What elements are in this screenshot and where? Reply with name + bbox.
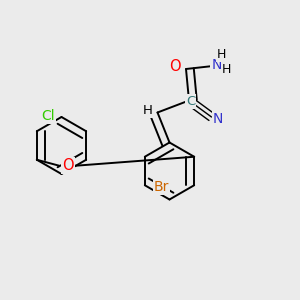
Text: N: N [213, 112, 223, 126]
Text: Cl: Cl [41, 109, 55, 122]
Text: O: O [169, 59, 180, 74]
Text: N: N [212, 58, 222, 72]
Text: C: C [186, 95, 195, 108]
Text: Br: Br [154, 180, 169, 194]
Text: H: H [217, 48, 226, 61]
Text: H: H [143, 103, 153, 117]
Text: H: H [222, 63, 231, 76]
Text: O: O [62, 158, 74, 173]
